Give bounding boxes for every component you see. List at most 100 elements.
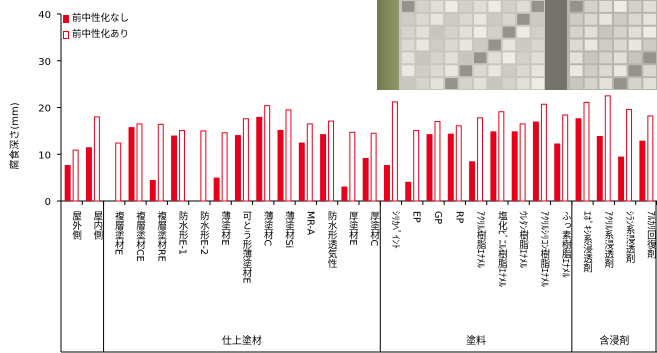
- x-tick-label: ｴﾎﾟｷｼ系浸透剤: [581, 211, 593, 274]
- tile: [531, 65, 544, 77]
- bar-no-precarbonation: [405, 181, 412, 201]
- tile: [474, 26, 487, 38]
- tile: [402, 1, 415, 12]
- x-tick-label: RP: [453, 211, 464, 224]
- bar-no-precarbonation: [511, 131, 518, 201]
- tile: [584, 52, 598, 64]
- tile: [488, 13, 501, 25]
- tile: [614, 65, 627, 77]
- tile: [628, 26, 642, 38]
- tile: [502, 39, 516, 51]
- x-tick-label: ｱﾙｶﾘ回復剤: [645, 211, 657, 259]
- bar-no-precarbonation: [320, 134, 327, 201]
- y-tick-label: 0: [45, 197, 51, 208]
- tile: [445, 78, 458, 89]
- group-label: 仕上塗材: [222, 334, 262, 347]
- labels-layer: 0 10 20 30 40 屋外側 屋内側 複層塗材E 複層塗材CE 複層塗材RE 防水形E-1 防水…: [38, 10, 656, 347]
- tile: [643, 65, 656, 77]
- bar-no-precarbonation: [213, 177, 220, 201]
- tile: [599, 1, 612, 12]
- bar-no-precarbonation: [447, 133, 454, 201]
- tile: [459, 13, 472, 25]
- legend-swatch-outline: [63, 31, 69, 39]
- tile: [430, 26, 444, 38]
- x-tick-label: ｱｸﾘﾙ樹脂ｴﾅﾒﾙ: [475, 211, 487, 268]
- tile: [402, 39, 415, 51]
- x-tick-label: 屋外側: [70, 211, 82, 240]
- bar-with-precarbonation: [370, 132, 377, 202]
- tile: [459, 78, 472, 89]
- tile: [584, 78, 598, 89]
- tile: [570, 1, 583, 12]
- bar-with-precarbonation: [221, 132, 228, 202]
- tile: [570, 26, 583, 38]
- tile: [459, 1, 472, 12]
- bar-no-precarbonation: [362, 157, 369, 201]
- x-tick-label: GP: [432, 211, 443, 224]
- tile: [584, 1, 598, 12]
- x-tick-label: MR-A: [304, 211, 315, 236]
- bar-with-precarbonation: [540, 103, 547, 202]
- tile: [502, 26, 516, 38]
- bar-with-precarbonation: [626, 108, 633, 202]
- x-tick-label: 薄塗材E: [219, 210, 231, 245]
- tile: [402, 78, 415, 89]
- tile: [517, 65, 530, 77]
- y-axis-label: 腐食深さ(mm): [8, 102, 21, 169]
- bar-with-precarbonation: [179, 129, 186, 202]
- tile: [502, 1, 516, 12]
- tile: [628, 39, 642, 51]
- tile: [502, 13, 516, 25]
- tile: [445, 1, 458, 12]
- bar-with-precarbonation: [413, 129, 420, 202]
- y-tick-label: 30: [38, 57, 51, 68]
- legend-swatch-filled: [63, 15, 69, 23]
- tile: [531, 1, 544, 12]
- tile: [474, 65, 487, 77]
- tile: [502, 65, 516, 77]
- tile: [459, 26, 472, 38]
- tile: [643, 13, 656, 25]
- x-tick-label: 薄塗材C: [262, 210, 274, 246]
- tile: [402, 52, 415, 64]
- bar-with-precarbonation: [200, 130, 207, 202]
- x-tick-label: 屋内側: [91, 211, 103, 240]
- tile: [628, 13, 642, 25]
- x-tick-label: ふっ素樹脂ｴﾅﾒﾙ: [560, 211, 572, 278]
- tile: [614, 13, 627, 25]
- tile: [517, 1, 530, 12]
- bar-with-precarbonation: [242, 118, 249, 202]
- tile: [643, 78, 656, 89]
- x-tick-label: 厚塗材E: [347, 211, 359, 246]
- bar-no-precarbonation: [128, 127, 135, 201]
- bar-with-precarbonation: [604, 95, 611, 202]
- tile: [416, 39, 429, 51]
- tile: [614, 39, 627, 51]
- bar-with-precarbonation: [72, 149, 79, 202]
- bar-no-precarbonation: [171, 135, 178, 201]
- bar-no-precarbonation: [234, 135, 241, 201]
- tile: [614, 1, 627, 12]
- tile: [488, 39, 501, 51]
- tile: [459, 52, 472, 64]
- bar-no-precarbonation: [64, 165, 71, 201]
- tile: [430, 65, 444, 77]
- tile: [502, 78, 516, 89]
- bar-with-precarbonation: [328, 120, 335, 202]
- tile: [599, 39, 612, 51]
- tile: [474, 13, 487, 25]
- bar-with-precarbonation: [306, 123, 313, 202]
- bar-no-precarbonation: [383, 165, 390, 201]
- x-tick-label: ｳﾚﾀﾝ樹脂ｴﾅﾒﾙ: [517, 211, 529, 268]
- tile: [488, 65, 501, 77]
- tile: [416, 13, 429, 25]
- tile: [488, 78, 501, 89]
- bars-layer: [64, 95, 654, 202]
- tile: [584, 65, 598, 77]
- bar-no-precarbonation: [639, 140, 646, 201]
- legend-label: 前中性化あり: [72, 29, 130, 40]
- x-tick-label: EP: [411, 211, 422, 223]
- tile: [402, 65, 415, 77]
- tile: [445, 65, 458, 77]
- tile: [628, 78, 642, 89]
